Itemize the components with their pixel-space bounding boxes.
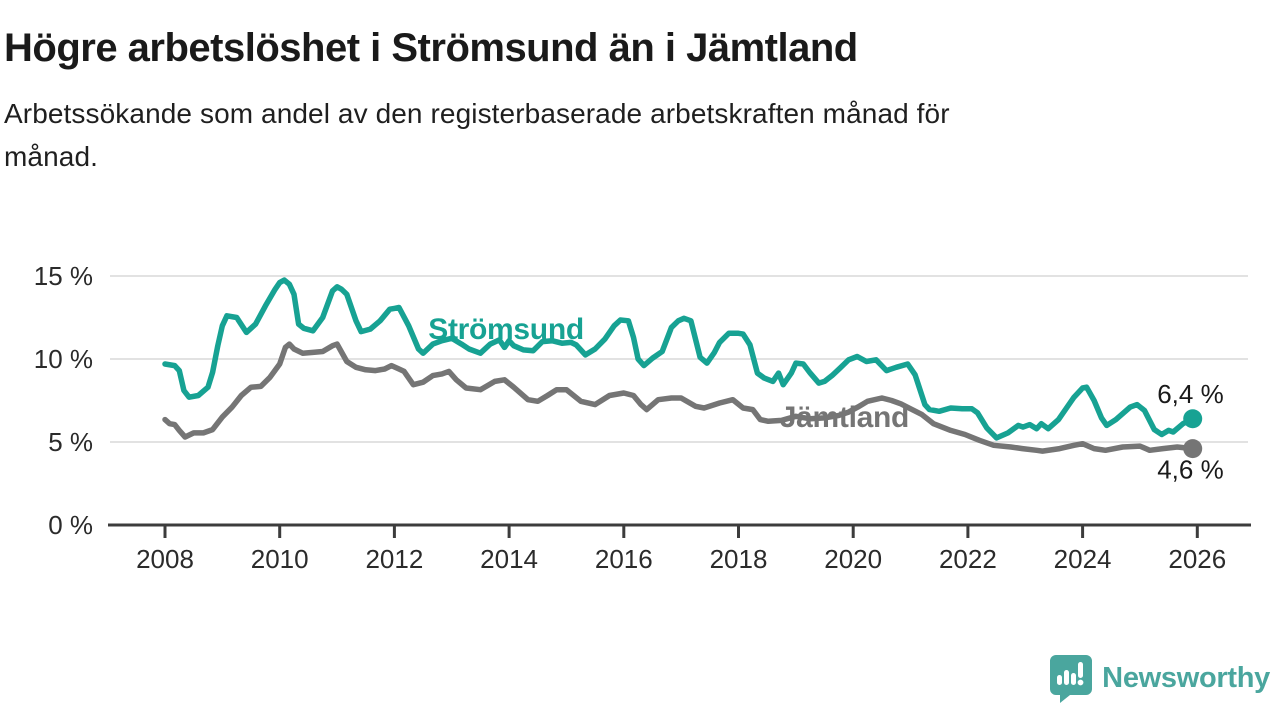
x-tick-label: 2024	[1054, 544, 1112, 574]
page-title: Högre arbetslöshet i Strömsund än i Jämt…	[4, 26, 858, 70]
y-tick-label: 5 %	[48, 427, 93, 457]
chart-subtitle: Arbetssökande som andel av den registerb…	[4, 98, 950, 172]
y-tick-label: 0 %	[48, 510, 93, 540]
series-label-strömsund: Strömsund	[428, 313, 584, 346]
end-dot-jämtland	[1183, 439, 1203, 459]
series-label-jämtland: Jämtland	[780, 401, 909, 434]
end-value-label-jämtland: 4,6 %	[1157, 455, 1224, 485]
x-tick-label: 2012	[365, 544, 423, 574]
y-tick-label: 10 %	[34, 344, 93, 374]
footer-brand: Newsworthy	[1048, 654, 1270, 703]
x-tick-label: 2018	[710, 544, 768, 574]
x-tick-label: 2016	[595, 544, 653, 574]
x-tick-label: 2026	[1168, 544, 1226, 574]
x-tick-label: 2020	[824, 544, 882, 574]
x-tick-label: 2010	[251, 544, 309, 574]
x-tick-label: 2022	[939, 544, 997, 574]
brand-name: Newsworthy	[1102, 661, 1270, 694]
series-line-strömsund	[162, 277, 1196, 441]
series-line-jämtland	[162, 341, 1196, 454]
end-dot-strömsund	[1183, 409, 1203, 429]
x-tick-label: 2008	[136, 544, 194, 574]
chart-header: Högre arbetslöshet i Strömsund än i Jämt…	[4, 0, 1274, 178]
end-value-label-strömsund: 6,4 %	[1157, 379, 1224, 409]
x-tick-label: 2014	[480, 544, 538, 574]
y-tick-label: 15 %	[34, 261, 93, 291]
newsworthy-logo-icon	[1050, 655, 1093, 703]
